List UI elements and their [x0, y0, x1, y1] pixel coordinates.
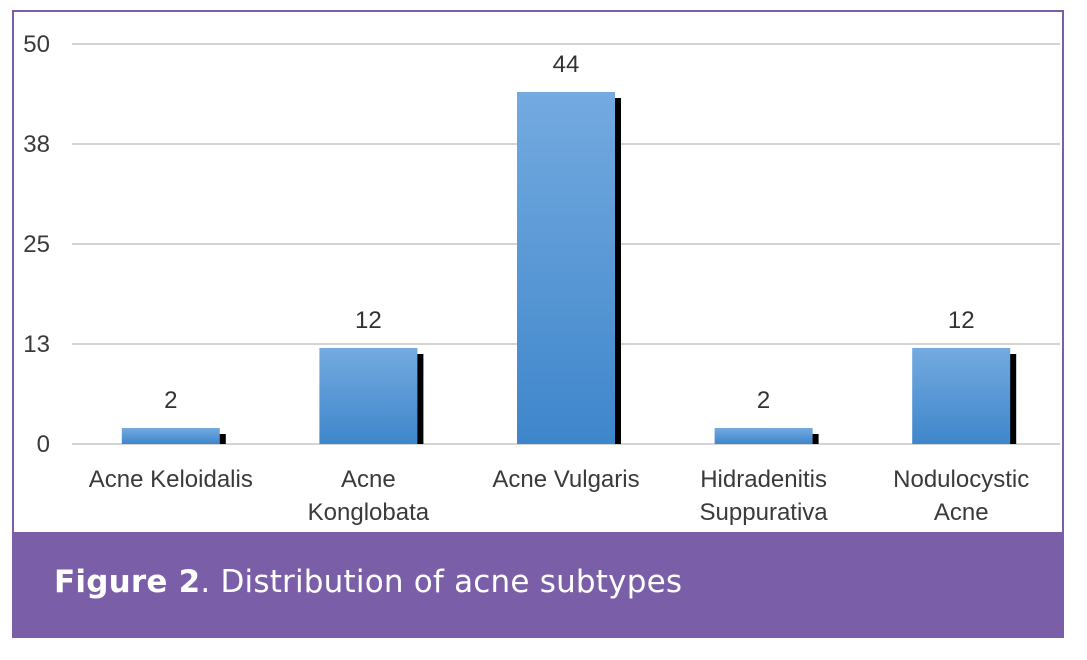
bar-data-label: 2: [164, 387, 177, 414]
y-tick-label: 50: [23, 31, 50, 58]
x-category-label: Acne Keloidalis: [89, 466, 253, 493]
bars: [121, 92, 1017, 444]
x-category-label: Acne Vulgaris: [492, 466, 639, 493]
y-tick-label: 0: [37, 431, 50, 458]
y-tick-label: 25: [23, 231, 50, 258]
x-category-label: Hidradenitis Suppurativa: [700, 466, 829, 526]
caption-title: Distribution of acne subtypes: [210, 564, 683, 600]
data-labels: 2 12 44 2 12: [164, 51, 974, 414]
bar-data-label: 12: [355, 307, 382, 334]
y-tick-label: 13: [23, 331, 50, 358]
bar-data-label: 2: [757, 387, 770, 414]
caption-label: Figure 2: [54, 564, 201, 600]
bar-chart: 0 13 25 38 50 2 12 44 2 12 Acne Keloidalis Acne Ko…: [23, 31, 1060, 526]
x-axis-category-labels: Acne Keloidalis Acne Konglobata Acne Vulgar…: [89, 466, 1029, 526]
bar: [121, 428, 220, 444]
bar-data-label: 44: [553, 51, 580, 78]
x-category-label: Acne Konglobata: [308, 466, 430, 526]
bar: [517, 92, 615, 444]
caption-band: Figure 2. Distribution of acne subtypes: [12, 532, 1064, 638]
caption-separator: .: [200, 564, 211, 600]
bar: [912, 348, 1011, 444]
x-category-label: Nodulocystic Acne: [893, 466, 1029, 526]
bar: [714, 428, 813, 444]
bar-data-label: 12: [948, 307, 975, 334]
figure-caption: Figure 2. Distribution of acne subtypes: [54, 564, 682, 600]
y-tick-label: 38: [23, 131, 50, 158]
y-axis-tick-labels: 0 13 25 38 50: [23, 31, 50, 458]
bar: [319, 348, 418, 444]
